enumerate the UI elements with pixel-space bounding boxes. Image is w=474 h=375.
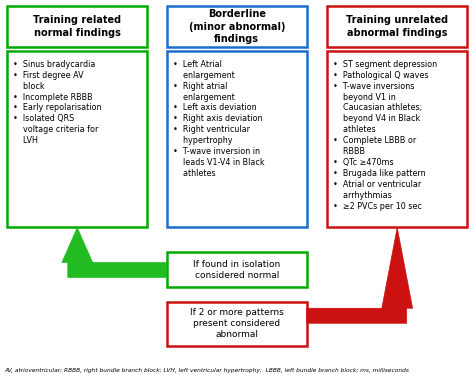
FancyBboxPatch shape — [7, 6, 147, 47]
FancyBboxPatch shape — [7, 51, 147, 227]
FancyBboxPatch shape — [167, 302, 307, 346]
Text: If found in isolation
considered normal: If found in isolation considered normal — [193, 260, 281, 280]
Polygon shape — [62, 228, 167, 278]
Text: AV, atrioventricular; RBBB, right bundle branch block; LVH, left ventricular hyp: AV, atrioventricular; RBBB, right bundle… — [5, 368, 410, 373]
FancyBboxPatch shape — [167, 51, 307, 227]
Text: •  Sinus bradycardia
•  First degree AV
    block
•  Incomplete RBBB
•  Early re: • Sinus bradycardia • First degree AV bl… — [13, 60, 101, 146]
Text: Training related
normal findings: Training related normal findings — [33, 15, 121, 38]
FancyBboxPatch shape — [167, 6, 307, 47]
Text: •  Left Atrial
    enlargement
•  Right atrial
    enlargement
•  Left axis devi: • Left Atrial enlargement • Right atrial… — [173, 60, 264, 178]
Text: Borderline
(minor abnormal)
findings: Borderline (minor abnormal) findings — [189, 9, 285, 44]
Text: •  ST segment depression
•  Pathological Q waves
•  T-wave inversions
    beyond: • ST segment depression • Pathological Q… — [333, 60, 437, 211]
FancyBboxPatch shape — [327, 51, 467, 227]
Text: Training unrelated
abnormal findings: Training unrelated abnormal findings — [346, 15, 448, 38]
FancyBboxPatch shape — [167, 252, 307, 287]
Text: If 2 or more patterns
present considered
abnormal: If 2 or more patterns present considered… — [190, 308, 283, 339]
Polygon shape — [307, 228, 412, 323]
FancyBboxPatch shape — [327, 6, 467, 47]
